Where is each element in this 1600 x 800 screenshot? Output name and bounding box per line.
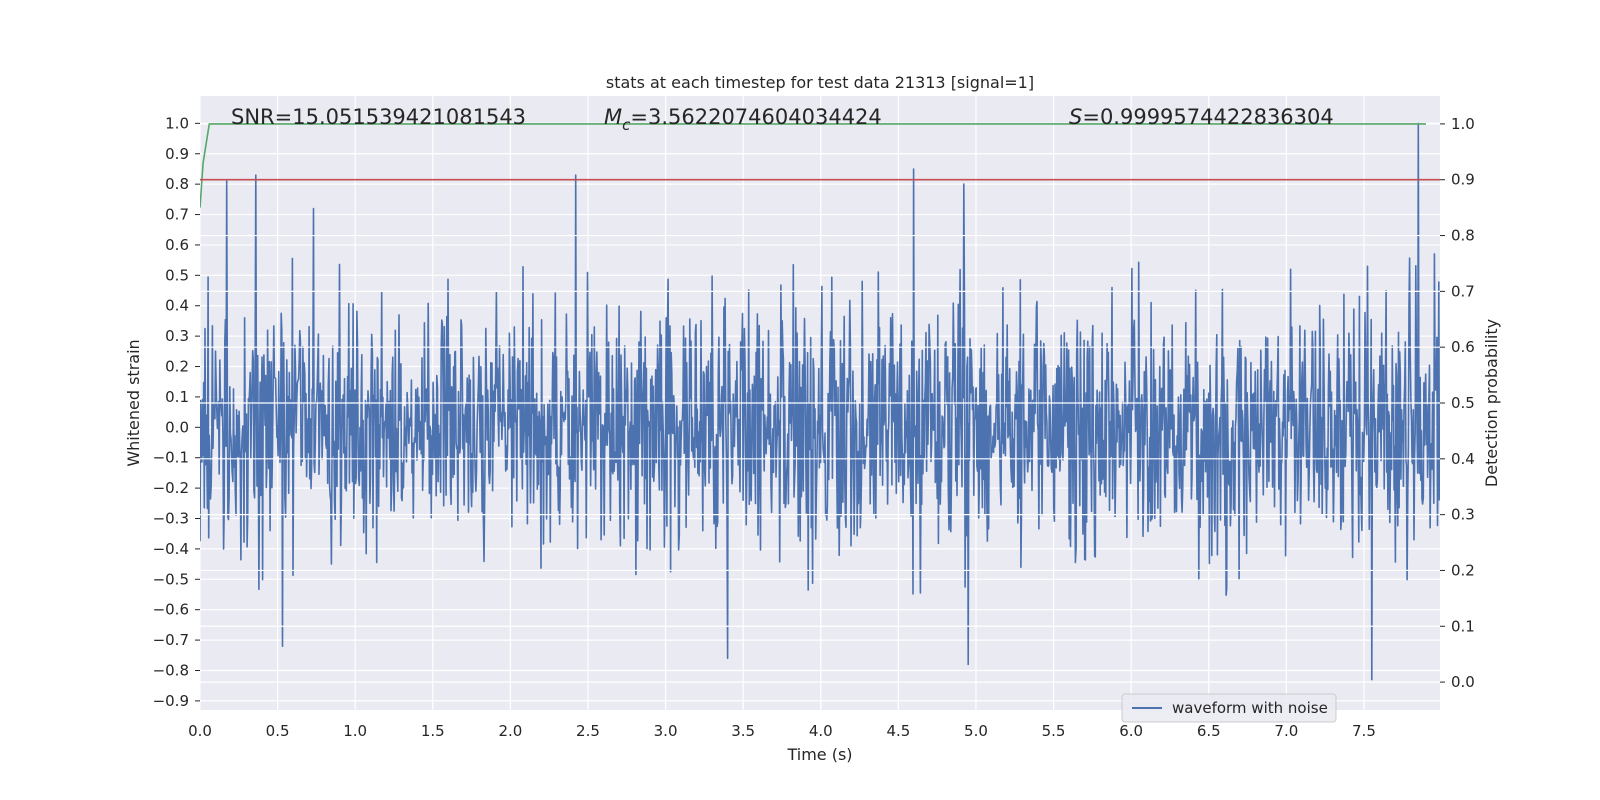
x-tick-label: 6.0 [1119, 722, 1143, 740]
y-tick-label: 0.5 [165, 266, 189, 284]
x-tick-label: 1.0 [343, 722, 367, 740]
y-tick-label: 0.4 [165, 297, 189, 315]
y-tick-label: 0.9 [165, 145, 189, 163]
chart-title: stats at each timestep for test data 213… [606, 73, 1034, 92]
x-tick-label: 2.0 [498, 722, 522, 740]
y-tick-label: 0.2 [165, 358, 189, 376]
y-tick-label: 0.0 [165, 418, 189, 436]
x-tick-label: 0.0 [188, 722, 212, 740]
chirp-mass-subscript: c [622, 116, 631, 134]
score-annotation: S=0.9999574422836304 [1069, 105, 1334, 129]
waveform-line [200, 122, 1440, 681]
y-tick-label: −0.1 [153, 449, 189, 467]
y-tick-label: −0.2 [153, 479, 189, 497]
y-tick-label: −0.4 [153, 540, 189, 558]
y2-tick-label: 0.8 [1451, 227, 1475, 245]
y-tick-label: 0.8 [165, 175, 189, 193]
chirp-mass-symbol: M [604, 105, 622, 129]
y2-tick-label: 0.9 [1451, 171, 1475, 189]
y2-tick-label: 0.6 [1451, 338, 1475, 356]
x-tick-label: 3.0 [654, 722, 678, 740]
y-tick-label: 0.7 [165, 206, 189, 224]
y-tick-label: −0.9 [153, 692, 189, 710]
y2-tick-label: 0.0 [1451, 673, 1475, 691]
y2-tick-label: 0.7 [1451, 282, 1475, 300]
legend-waveform-label: waveform with noise [1172, 699, 1328, 717]
probability-series [200, 123, 1440, 208]
y-tick-label: 0.6 [165, 236, 189, 254]
y-axis-label: Whitened strain [124, 339, 143, 466]
y-tick-label: −0.8 [153, 661, 189, 679]
x-tick-label: 5.0 [964, 722, 988, 740]
y2-tick-label: 0.3 [1451, 506, 1475, 524]
y-tick-label: −0.6 [153, 601, 189, 619]
legend: waveform with noise [1121, 693, 1337, 723]
y2-tick-label: 0.1 [1451, 617, 1475, 635]
x-tick-label: 1.5 [421, 722, 445, 740]
y-tick-label: −0.3 [153, 510, 189, 528]
y2-tick-label: 0.2 [1451, 561, 1475, 579]
y-tick-label: −0.7 [153, 631, 189, 649]
chirp-mass-annotation: Mc=3.5622074604034424 [604, 105, 882, 134]
x-tick-label: 7.0 [1274, 722, 1298, 740]
score-symbol: S [1069, 105, 1082, 129]
legend-box [1121, 693, 1337, 723]
detection-probability-line [200, 123, 1426, 208]
x-tick-label: 4.0 [809, 722, 833, 740]
y-tick-label: 0.3 [165, 327, 189, 345]
score-value: =0.9999574422836304 [1082, 105, 1333, 129]
x-tick-label: 3.5 [731, 722, 755, 740]
chirp-mass-value: =3.5622074604034424 [630, 105, 881, 129]
y-tick-label: 0.1 [165, 388, 189, 406]
x-tick-label: 6.5 [1197, 722, 1221, 740]
x-axis-label: Time (s) [786, 745, 852, 764]
x-tick-label: 4.5 [886, 722, 910, 740]
x-tick-label: 7.5 [1352, 722, 1376, 740]
y2-tick-label: 0.4 [1451, 450, 1475, 468]
x-tick-label: 2.5 [576, 722, 600, 740]
axis-ticks: 0.0 0.5 1.0 1.5 2.0 2.5 3.0 3.5 4.0 4.5 5.0 5.5 6.0 6… [153, 114, 1475, 740]
y2-tick-label: 0.5 [1451, 394, 1475, 412]
snr-annotation: SNR=15.051539421081543 [231, 105, 526, 129]
y2-tick-label: 1.0 [1451, 115, 1475, 133]
y2-axis-label: Detection probability [1482, 319, 1501, 487]
y-tick-label: 1.0 [165, 114, 189, 132]
y-tick-label: −0.5 [153, 570, 189, 588]
x-tick-label: 5.5 [1042, 722, 1066, 740]
waveform-series [200, 122, 1440, 681]
x-tick-label: 0.5 [266, 722, 290, 740]
